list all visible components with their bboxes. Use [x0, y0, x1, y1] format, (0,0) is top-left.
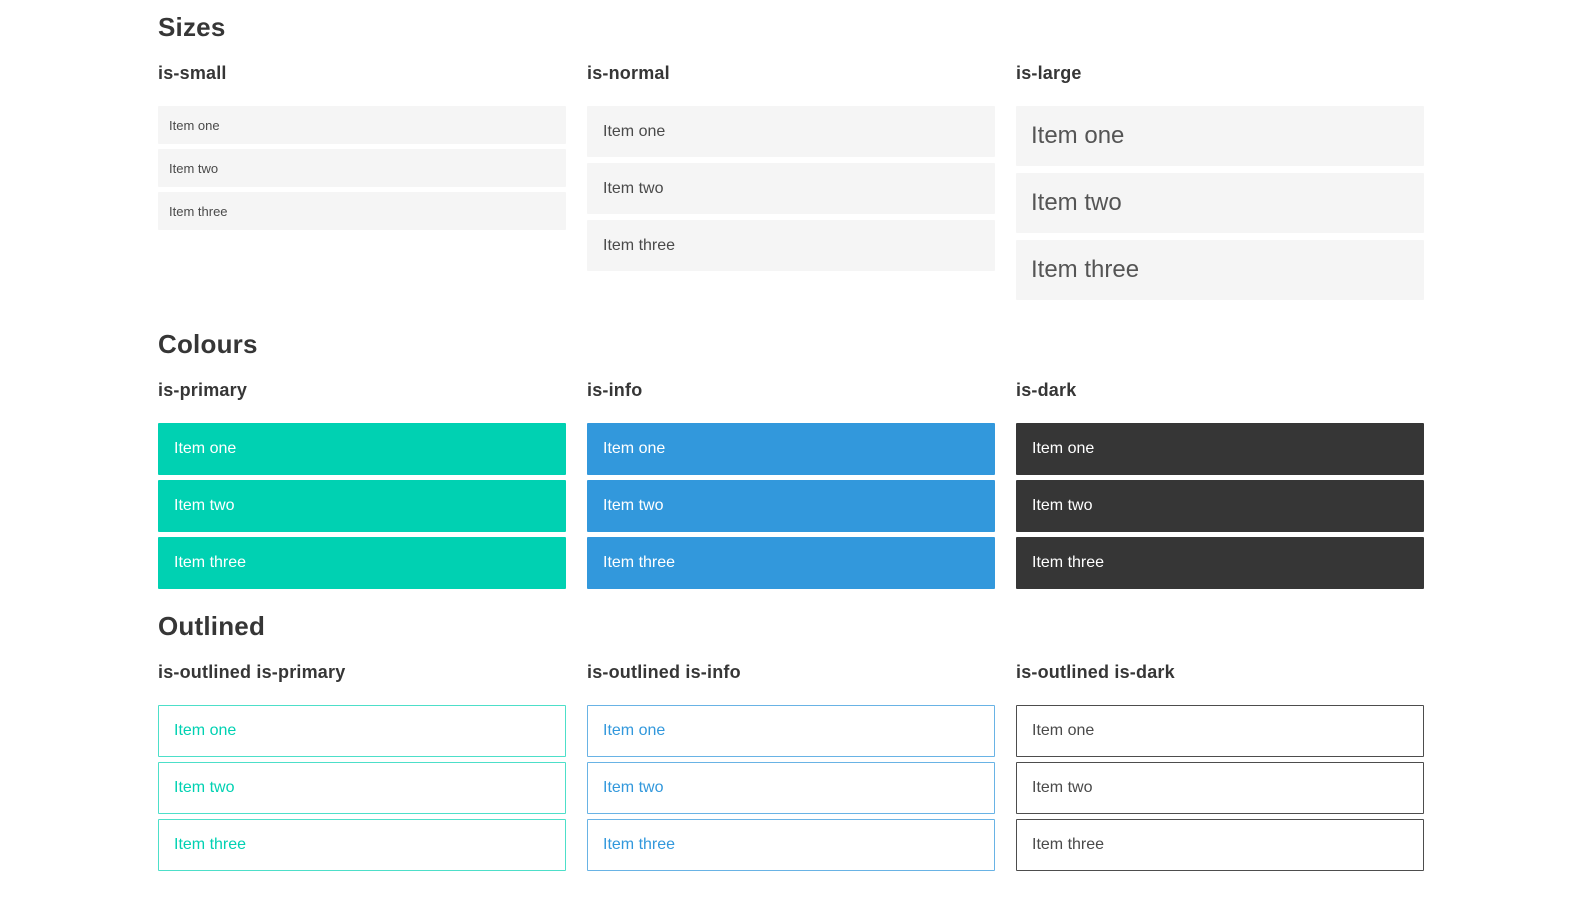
- list-item[interactable]: Item two: [1016, 173, 1424, 233]
- section-sizes: Sizes is-small Item one Item two Item three i…: [158, 14, 1424, 300]
- column-heading-outlined-info: is-outlined is-info: [587, 662, 741, 682]
- list-item[interactable]: Item one: [158, 705, 566, 757]
- item-list-color-dark: Item one Item two Item three: [1016, 423, 1424, 589]
- column-size-normal: is-normal Item one Item two Item three: [587, 64, 995, 271]
- column-heading-color-primary: is-primary: [158, 380, 248, 400]
- item-list-outlined-dark: Item one Item two Item three: [1016, 705, 1424, 871]
- column-color-dark: is-dark Item one Item two Item three: [1016, 381, 1424, 589]
- column-heading-color-dark: is-dark: [1016, 380, 1077, 400]
- column-heading-outlined-primary: is-outlined is-primary: [158, 662, 346, 682]
- column-heading-size-normal: is-normal: [587, 63, 670, 83]
- section-outlined: Outlined is-outlined is-primary Item one It…: [158, 613, 1424, 871]
- column-heading-size-large: is-large: [1016, 63, 1082, 83]
- list-item[interactable]: Item two: [587, 480, 995, 532]
- list-item[interactable]: Item three: [1016, 819, 1424, 871]
- section-title-colours: Colours: [158, 329, 258, 359]
- column-outlined-info: is-outlined is-info Item one Item two Item …: [587, 663, 995, 871]
- columns-row: is-small Item one Item two Item three is-nor…: [158, 64, 1424, 300]
- list-item[interactable]: Item one: [587, 423, 995, 475]
- section-colours: Colours is-primary Item one Item two Item th…: [158, 331, 1424, 589]
- list-item[interactable]: Item three: [587, 537, 995, 589]
- item-list-outlined-info: Item one Item two Item three: [587, 705, 995, 871]
- list-item[interactable]: Item one: [158, 106, 566, 144]
- column-color-primary: is-primary Item one Item two Item three: [158, 381, 566, 589]
- column-heading-outlined-dark: is-outlined is-dark: [1016, 662, 1175, 682]
- list-item[interactable]: Item three: [1016, 240, 1424, 300]
- section-title-sizes: Sizes: [158, 12, 226, 42]
- list-item[interactable]: Item three: [158, 537, 566, 589]
- list-item[interactable]: Item two: [1016, 480, 1424, 532]
- column-heading-size-small: is-small: [158, 63, 227, 83]
- list-item[interactable]: Item two: [1016, 762, 1424, 814]
- list-item[interactable]: Item two: [587, 762, 995, 814]
- column-outlined-dark: is-outlined is-dark Item one Item two Item …: [1016, 663, 1424, 871]
- column-size-large: is-large Item one Item two Item three: [1016, 64, 1424, 300]
- list-item[interactable]: Item three: [158, 819, 566, 871]
- item-list-color-info: Item one Item two Item three: [587, 423, 995, 589]
- item-list-size-large: Item one Item two Item three: [1016, 106, 1424, 300]
- list-item[interactable]: Item two: [158, 149, 566, 187]
- column-outlined-primary: is-outlined is-primary Item one Item two It…: [158, 663, 566, 871]
- item-list-size-small: Item one Item two Item three: [158, 106, 566, 230]
- item-list-outlined-primary: Item one Item two Item three: [158, 705, 566, 871]
- list-item[interactable]: Item three: [587, 220, 995, 271]
- list-item[interactable]: Item one: [1016, 705, 1424, 757]
- list-item[interactable]: Item one: [1016, 106, 1424, 166]
- columns-row: is-primary Item one Item two Item three is-i…: [158, 381, 1424, 589]
- list-item[interactable]: Item three: [158, 192, 566, 230]
- columns-row: is-outlined is-primary Item one Item two It…: [158, 663, 1424, 871]
- list-item[interactable]: Item one: [587, 106, 995, 157]
- item-list-color-primary: Item one Item two Item three: [158, 423, 566, 589]
- list-item[interactable]: Item three: [1016, 537, 1424, 589]
- item-list-size-normal: Item one Item two Item three: [587, 106, 995, 271]
- list-item[interactable]: Item two: [158, 762, 566, 814]
- list-item[interactable]: Item three: [587, 819, 995, 871]
- section-title-outlined: Outlined: [158, 611, 266, 641]
- column-size-small: is-small Item one Item two Item three: [158, 64, 566, 230]
- page-content: Sizes is-small Item one Item two Item three i…: [158, 0, 1424, 893]
- list-item[interactable]: Item one: [158, 423, 566, 475]
- list-item[interactable]: Item one: [587, 705, 995, 757]
- list-item[interactable]: Item one: [1016, 423, 1424, 475]
- list-item[interactable]: Item two: [158, 480, 566, 532]
- column-color-info: is-info Item one Item two Item three: [587, 381, 995, 589]
- list-item[interactable]: Item two: [587, 163, 995, 214]
- column-heading-color-info: is-info: [587, 380, 643, 400]
